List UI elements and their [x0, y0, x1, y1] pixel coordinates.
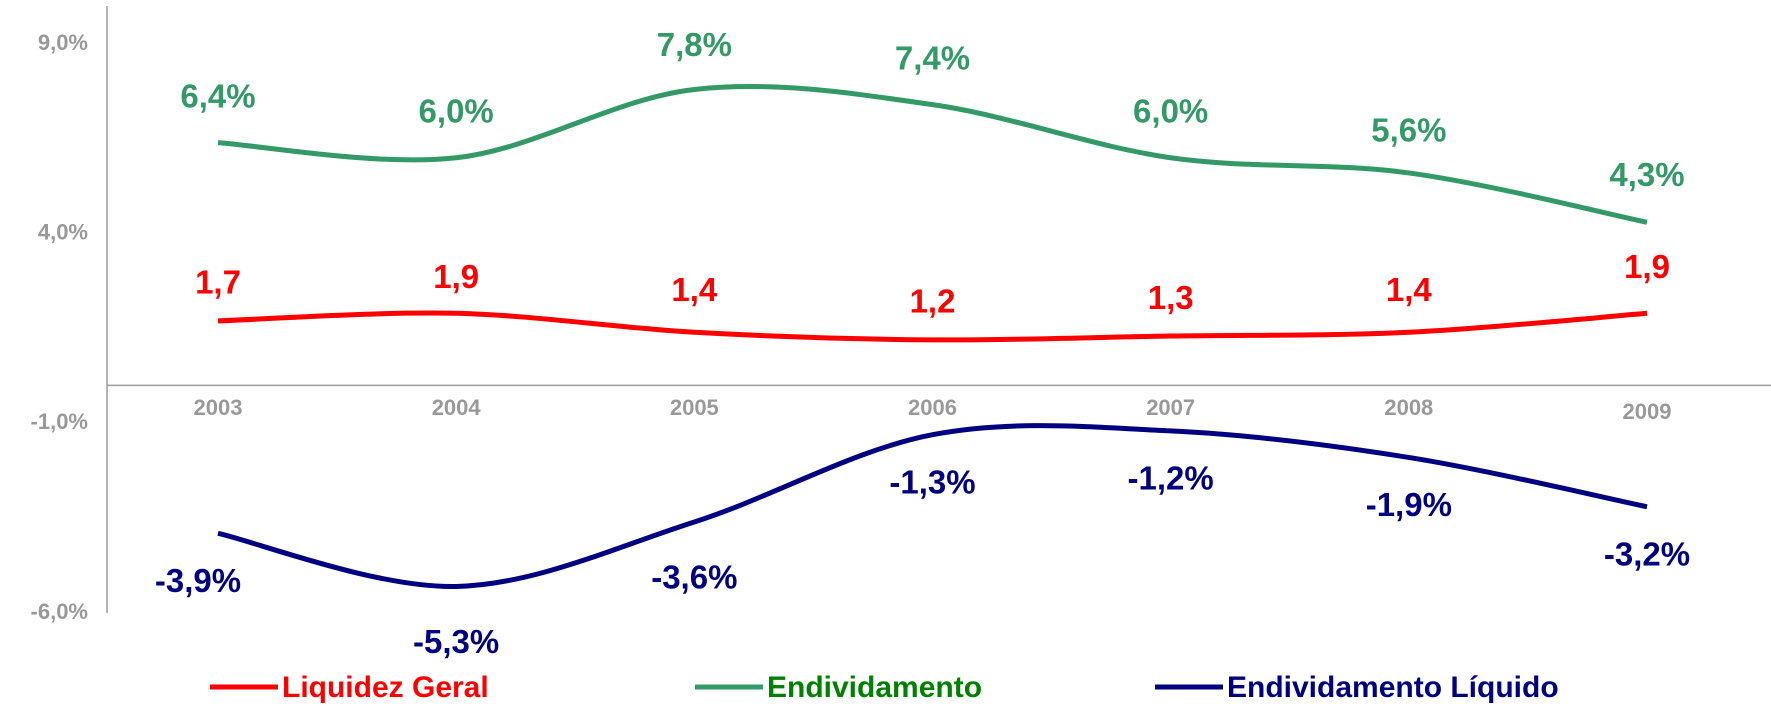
value-label: -1,9%: [1366, 486, 1452, 523]
x-tick-label: 2004: [432, 395, 482, 420]
value-label: 1,7: [195, 264, 241, 301]
value-label: 6,0%: [1133, 92, 1208, 129]
value-label: 1,9: [1624, 248, 1670, 285]
value-label: 5,6%: [1371, 112, 1446, 149]
legend-label: Endividamento Líquido: [1227, 671, 1559, 704]
legend-label: Endividamento: [767, 671, 982, 704]
x-tick-label: 2007: [1146, 395, 1195, 420]
chart: 9,0% 4,0% -1,0% -6,0% 2003 2004 2005 2006 2007 20…: [0, 0, 1771, 708]
y-tick-label: -1,0%: [31, 409, 88, 434]
value-label: 7,4%: [895, 39, 970, 76]
value-label: -3,2%: [1604, 535, 1690, 572]
value-label: 1,3: [1148, 279, 1194, 316]
value-label: 1,4: [671, 271, 718, 308]
y-tick-label: 9,0%: [38, 30, 88, 55]
value-label: 6,4%: [180, 77, 255, 114]
y-tick-label: -6,0%: [31, 599, 88, 624]
value-label: -3,9%: [155, 562, 241, 599]
y-tick-label: 4,0%: [38, 219, 88, 244]
value-label: -1,3%: [889, 463, 975, 500]
value-label: 4,3%: [1609, 156, 1684, 193]
x-tick-label: 2005: [670, 395, 719, 420]
legend-label: Liquidez Geral: [282, 671, 489, 704]
value-label: 1,2: [910, 283, 956, 320]
x-tick-label: 2008: [1384, 395, 1433, 420]
x-tick-label: 2006: [908, 395, 957, 420]
value-label: 1,9: [433, 258, 479, 295]
value-label: 1,4: [1386, 271, 1433, 308]
value-label: -5,3%: [413, 623, 499, 660]
x-tick-label: 2009: [1623, 399, 1672, 424]
value-label: 6,0%: [419, 92, 494, 129]
x-tick-label: 2003: [194, 395, 243, 420]
value-label: -3,6%: [651, 559, 737, 596]
value-label: 7,8%: [657, 26, 732, 63]
value-label: -1,2%: [1128, 460, 1214, 497]
